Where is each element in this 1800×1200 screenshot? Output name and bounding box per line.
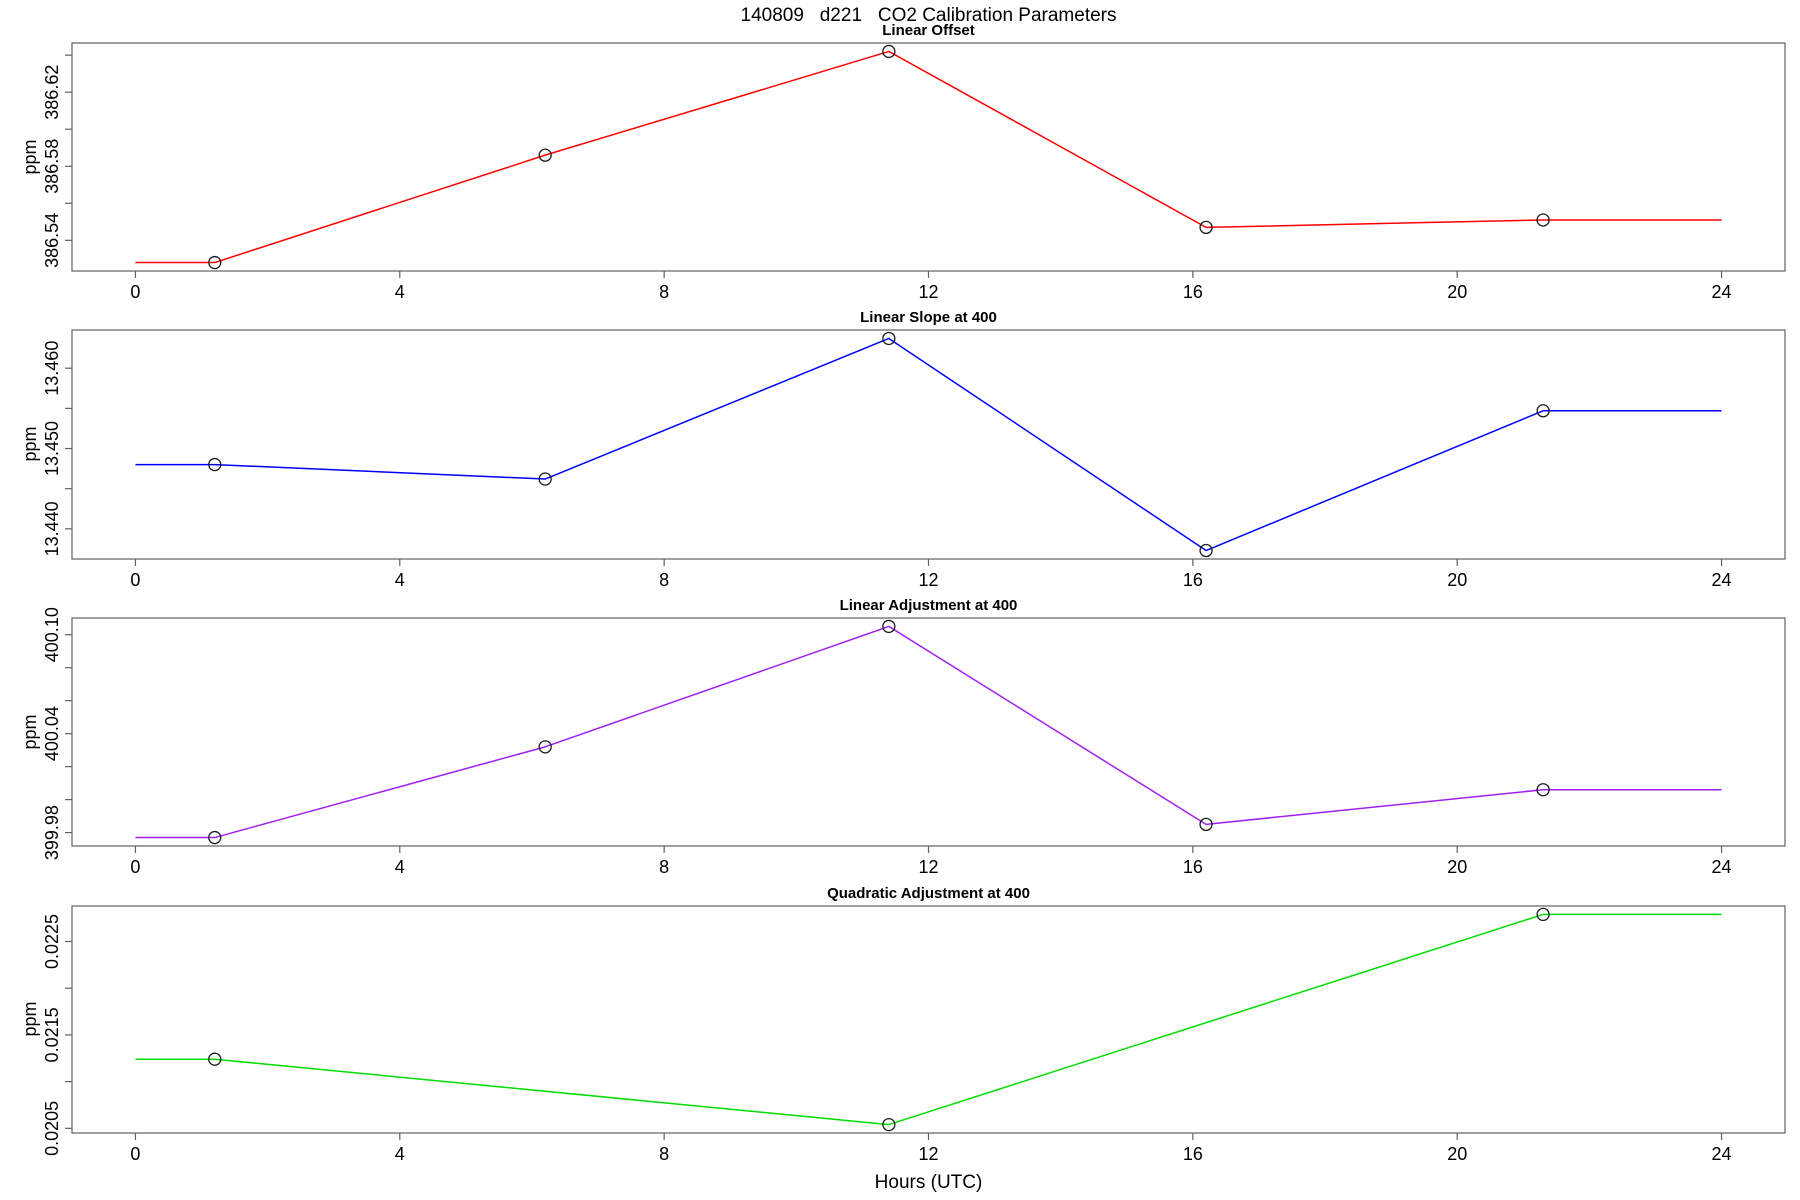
x-tick-label: 24	[1712, 570, 1732, 590]
data-point-marker	[1199, 817, 1213, 832]
x-tick-label: 20	[1447, 282, 1467, 302]
data-point-marker	[882, 1117, 896, 1132]
y-tick-label: 386.62	[42, 65, 62, 120]
data-point-marker	[208, 457, 222, 472]
plot-box	[71, 617, 1786, 847]
y-tick-label: 399.98	[42, 805, 62, 860]
x-tick-label: 0	[130, 282, 140, 302]
x-tick-label: 20	[1447, 1144, 1467, 1164]
data-line	[135, 337, 1722, 552]
data-point-marker	[1199, 220, 1213, 235]
y-axis-label-ppm-4: ppm	[20, 1001, 40, 1037]
x-tick-label: 12	[918, 1144, 938, 1164]
y-axis-label-ppm-1: ppm	[20, 139, 40, 175]
data-point-marker	[882, 44, 896, 59]
y-tick-label: 386.58	[42, 139, 62, 194]
x-tick-label: 4	[395, 1144, 405, 1164]
x-tick-label: 8	[659, 570, 669, 590]
data-point-marker	[208, 830, 222, 845]
panel-title-linear-adjustment: Linear Adjustment at 400	[839, 597, 1018, 614]
y-tick-label: 13.440	[42, 501, 62, 556]
x-tick-label: 24	[1712, 282, 1732, 302]
data-point-marker	[538, 740, 552, 754]
y-axis-label-ppm-3: ppm	[20, 714, 40, 750]
x-tick-label: 4	[395, 282, 405, 302]
x-tick-label: 0	[130, 857, 140, 877]
data-point-marker	[1536, 783, 1550, 797]
x-tick-label: 12	[918, 570, 938, 590]
data-point-marker	[538, 472, 552, 486]
x-tick-label: 0	[130, 570, 140, 590]
x-tick-label: 24	[1712, 857, 1732, 877]
panel-title-linear-slope: Linear Slope at 400	[860, 309, 997, 326]
x-tick-label: 8	[659, 857, 669, 877]
y-tick-label: 0.0205	[42, 1101, 62, 1156]
x-tick-label: 8	[659, 1144, 669, 1164]
x-tick-label: 20	[1447, 570, 1467, 590]
data-point-marker	[882, 331, 896, 346]
y-tick-label: 13.460	[42, 341, 62, 396]
panel-title-linear-offset: Linear Offset	[882, 22, 975, 39]
data-point-marker	[538, 148, 552, 162]
y-tick-label: 386.54	[42, 213, 62, 268]
data-point-marker	[1536, 213, 1550, 227]
x-tick-label: 0	[130, 1144, 140, 1164]
x-tick-label: 4	[395, 570, 405, 590]
plot-box	[71, 905, 1786, 1134]
data-line	[135, 913, 1722, 1126]
x-tick-label: 16	[1183, 282, 1203, 302]
y-tick-label: 0.0215	[42, 1007, 62, 1062]
y-axis-label-ppm-2: ppm	[20, 426, 40, 462]
y-tick-label: 400.04	[42, 706, 62, 761]
y-tick-label: 0.0225	[42, 914, 62, 969]
x-tick-label: 12	[918, 857, 938, 877]
data-point-marker	[208, 1052, 222, 1066]
x-axis-label-hours-utc: Hours (UTC)	[874, 1172, 983, 1193]
panel-title-quadratic-adjustment: Quadratic Adjustment at 400	[827, 885, 1030, 902]
y-tick-label: 13.450	[42, 421, 62, 476]
data-line	[135, 50, 1722, 264]
x-tick-label: 4	[395, 857, 405, 877]
data-point-marker	[1199, 543, 1213, 558]
data-point-marker	[1536, 404, 1550, 418]
x-tick-label: 8	[659, 282, 669, 302]
data-line	[135, 625, 1722, 839]
x-tick-label: 12	[918, 282, 938, 302]
x-tick-label: 16	[1183, 1144, 1203, 1164]
x-tick-label: 16	[1183, 570, 1203, 590]
data-point-marker	[882, 619, 896, 634]
data-point-marker	[1536, 907, 1550, 922]
x-tick-label: 16	[1183, 857, 1203, 877]
x-tick-label: 20	[1447, 857, 1467, 877]
y-tick-label: 400.10	[42, 607, 62, 662]
x-tick-label: 24	[1712, 1144, 1732, 1164]
plot-box	[71, 42, 1786, 272]
data-point-marker	[208, 255, 222, 270]
figure-main-title: 140809 d221 CO2 Calibration Parameters	[740, 5, 1117, 26]
